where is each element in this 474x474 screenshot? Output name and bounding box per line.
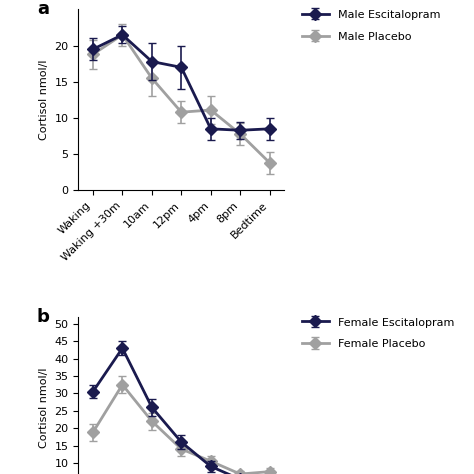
Text: a: a xyxy=(37,0,49,18)
Y-axis label: Cortisol nmol/l: Cortisol nmol/l xyxy=(39,367,49,447)
Legend: Female Escitalopram, Female Placebo: Female Escitalopram, Female Placebo xyxy=(298,313,458,353)
Y-axis label: Cortisol nmol/l: Cortisol nmol/l xyxy=(39,60,49,140)
Text: b: b xyxy=(37,308,50,326)
Legend: Male Escitalopram, Male Placebo: Male Escitalopram, Male Placebo xyxy=(298,6,444,46)
